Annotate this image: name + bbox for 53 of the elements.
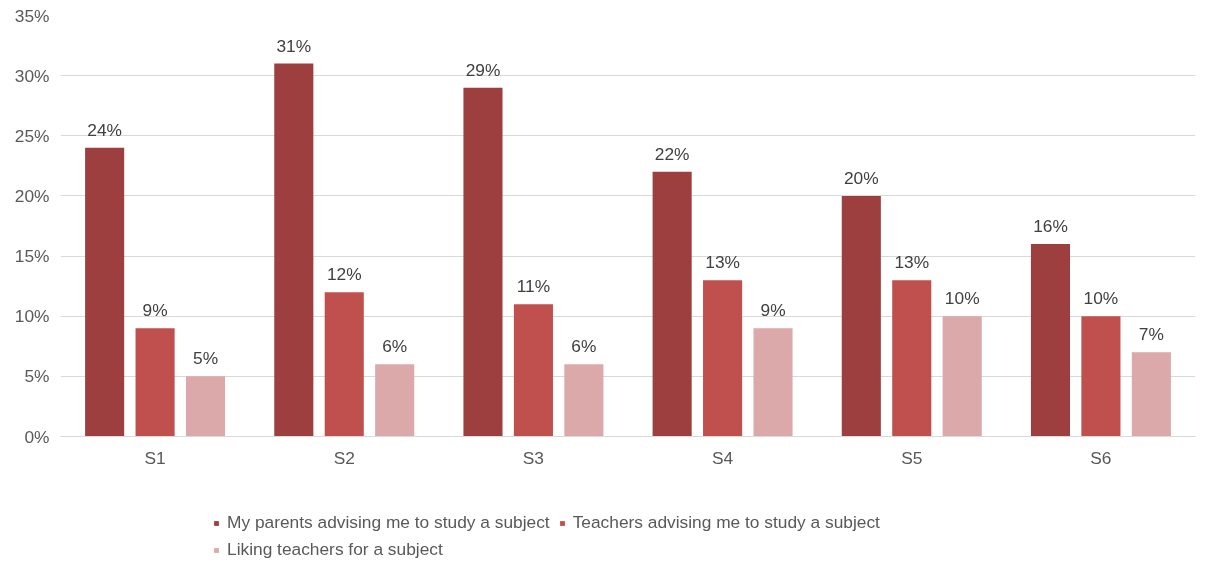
y-tick-label: 35%	[14, 5, 50, 26]
bar	[274, 63, 314, 437]
data-label: 24%	[87, 119, 122, 140]
data-label: 31%	[276, 35, 312, 56]
bar	[513, 304, 553, 437]
data-label: 10%	[944, 288, 980, 309]
x-tick-label: S1	[144, 447, 166, 468]
data-label: 13%	[705, 252, 740, 273]
y-tick-label: 5%	[24, 366, 50, 387]
legend-label: Liking teachers for a subject	[227, 539, 443, 560]
data-label: 29%	[465, 59, 501, 80]
bar	[324, 292, 364, 437]
bar	[564, 364, 604, 437]
x-tick-label: S5	[901, 447, 923, 468]
legend-label: Teachers advising me to study a subject	[572, 512, 880, 533]
bar	[185, 376, 226, 437]
y-tick-label: 30%	[14, 65, 50, 86]
y-tick-label: 20%	[14, 185, 50, 206]
bar	[942, 316, 982, 437]
data-label: 22%	[654, 143, 690, 164]
legend-label: My parents advising me to study a subject	[227, 512, 550, 533]
x-tick-label: S2	[333, 447, 355, 468]
x-tick-label: S6	[1090, 447, 1112, 468]
bar	[703, 280, 743, 437]
bar	[652, 171, 692, 437]
bar	[135, 328, 175, 437]
bar	[1081, 316, 1121, 437]
y-tick-label: 25%	[14, 125, 50, 146]
data-label: 5%	[193, 348, 219, 369]
data-label: 9%	[142, 300, 168, 321]
x-tick-label: S4	[711, 447, 734, 468]
bar	[753, 328, 793, 437]
bar	[841, 195, 881, 437]
data-label: 13%	[894, 252, 930, 273]
bar	[892, 280, 932, 437]
data-label: 6%	[382, 336, 408, 357]
bar	[375, 364, 415, 437]
x-tick-label: S3	[522, 447, 545, 468]
bar	[1030, 244, 1071, 437]
data-label: 12%	[326, 264, 362, 285]
data-label: 16%	[1033, 216, 1068, 237]
bar	[1131, 352, 1171, 437]
y-tick-label: 15%	[14, 246, 50, 267]
data-label: 10%	[1083, 288, 1119, 309]
y-tick-label: 10%	[14, 306, 50, 327]
data-label: 7%	[1138, 324, 1164, 345]
bar	[463, 87, 503, 437]
data-label: 11%	[516, 276, 551, 297]
data-label: 6%	[571, 336, 597, 357]
data-label: 20%	[843, 167, 879, 188]
bar	[85, 147, 125, 437]
data-label: 9%	[760, 300, 786, 321]
y-tick-label: 0%	[24, 426, 50, 447]
